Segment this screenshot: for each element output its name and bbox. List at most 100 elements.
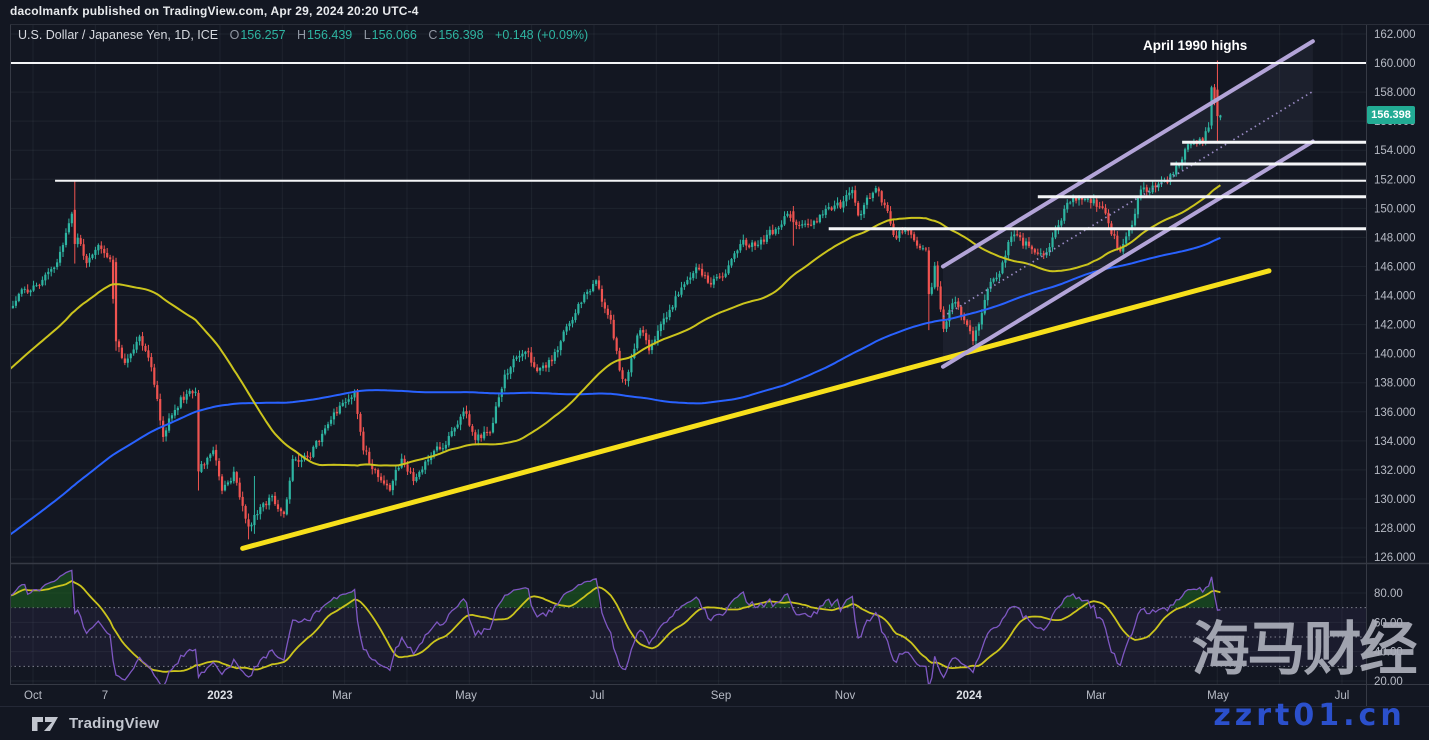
candle xyxy=(1142,182,1145,193)
candle xyxy=(762,235,766,245)
candle xyxy=(550,355,553,367)
candle xyxy=(1042,250,1045,260)
trendline[interactable] xyxy=(240,268,1272,551)
candle xyxy=(309,452,312,460)
candle xyxy=(82,238,85,260)
channel-lower-line[interactable] xyxy=(940,139,1315,369)
candle xyxy=(798,221,801,230)
candle xyxy=(627,369,630,387)
candle xyxy=(453,426,456,437)
candle xyxy=(686,276,689,286)
candlestick-series xyxy=(10,60,1222,540)
time-axis-label: Jul xyxy=(1335,690,1350,702)
candle xyxy=(41,276,44,287)
candle xyxy=(321,429,324,447)
candle xyxy=(1063,205,1066,224)
candle xyxy=(20,287,23,297)
rsi-axis-label: 20.00 xyxy=(1374,676,1403,688)
time-axis[interactable]: Oct 7 2023 Mar May Jul Sep Nov 2024 Mar May Jul xyxy=(24,690,1349,702)
candle xyxy=(736,249,739,258)
price-axis-label: 132.000 xyxy=(1374,465,1416,477)
candle xyxy=(253,476,256,534)
candle xyxy=(933,261,936,290)
candle xyxy=(597,275,601,291)
candle xyxy=(645,329,648,345)
price-axis-label: 158.000 xyxy=(1374,87,1416,99)
tradingview-logo-icon[interactable] xyxy=(30,714,62,734)
candle xyxy=(17,292,20,303)
candle xyxy=(786,210,789,218)
candle xyxy=(409,467,412,475)
candle xyxy=(26,284,29,295)
candle xyxy=(462,407,465,420)
candle xyxy=(47,268,50,280)
candle xyxy=(1001,260,1004,275)
rsi-axis-label: 60.00 xyxy=(1374,617,1403,629)
candle xyxy=(1219,114,1222,121)
time-axis-label: Mar xyxy=(1086,690,1106,702)
candle xyxy=(332,408,336,425)
candle xyxy=(1172,171,1175,178)
candle xyxy=(974,326,978,347)
candle xyxy=(350,394,353,405)
candle xyxy=(871,191,874,202)
candle xyxy=(159,393,162,426)
candle xyxy=(435,442,439,453)
candle xyxy=(806,218,810,228)
candle xyxy=(129,352,132,363)
candle xyxy=(432,449,436,459)
candle xyxy=(642,326,645,337)
price-pane[interactable] xyxy=(9,39,1366,551)
candle xyxy=(50,266,53,277)
candle xyxy=(265,500,268,510)
candle xyxy=(818,214,821,224)
candle xyxy=(1069,200,1072,205)
candle xyxy=(695,263,698,279)
candle xyxy=(94,246,97,260)
candle xyxy=(547,357,551,373)
candle xyxy=(927,247,930,331)
candle xyxy=(977,322,981,336)
candle xyxy=(700,263,704,278)
ohlc-open-label: O xyxy=(229,28,240,42)
candle xyxy=(895,230,898,240)
candle xyxy=(91,253,94,260)
candle xyxy=(506,368,509,380)
candle xyxy=(459,414,462,431)
candle xyxy=(123,353,126,366)
candle xyxy=(692,270,695,281)
candle xyxy=(58,246,62,266)
symbol-title: U.S. Dollar / Japanese Yen, 1D, ICE xyxy=(18,28,219,42)
candle xyxy=(1098,201,1101,209)
candle xyxy=(659,321,662,337)
candle xyxy=(485,426,489,436)
candle xyxy=(1010,231,1013,247)
change-value: +0.148 (+0.09%) xyxy=(495,28,589,42)
candle xyxy=(79,234,82,246)
tradingview-logo-text[interactable]: TradingView xyxy=(69,715,160,732)
candle xyxy=(188,388,191,397)
candle xyxy=(777,225,780,235)
rsi-pane[interactable] xyxy=(10,569,1366,687)
candle xyxy=(857,200,860,217)
candle xyxy=(880,190,883,206)
candle xyxy=(936,261,939,291)
candle xyxy=(173,404,177,419)
candle xyxy=(347,394,350,405)
price-axis[interactable]: 126.000 128.000 130.000 132.000 134.000 136.0… xyxy=(1374,29,1416,688)
candle xyxy=(238,477,241,500)
candle xyxy=(524,350,527,360)
annotation-april-1990-highs[interactable]: April 1990 highs xyxy=(1143,38,1248,53)
candle xyxy=(683,281,686,290)
candle xyxy=(67,218,70,235)
candle xyxy=(530,347,533,367)
candle xyxy=(185,389,188,404)
candle xyxy=(621,367,624,383)
candle xyxy=(751,239,754,252)
candle xyxy=(379,473,383,483)
candle xyxy=(753,240,757,251)
time-axis-label: May xyxy=(455,690,477,702)
candle xyxy=(1060,218,1063,229)
symbol-legend[interactable]: U.S. Dollar / Japanese Yen, 1D, ICE O156… xyxy=(18,28,588,42)
